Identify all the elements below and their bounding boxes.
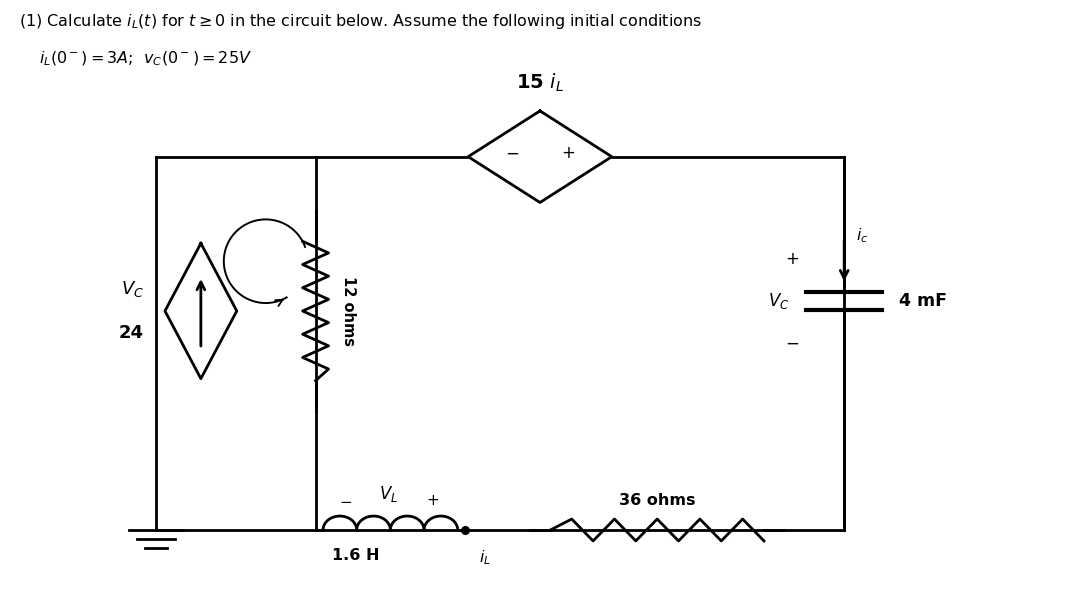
- Text: $+$: $+$: [561, 144, 575, 162]
- Text: 4 mF: 4 mF: [899, 292, 947, 310]
- Text: $-$: $-$: [505, 144, 519, 162]
- Text: $V_C$: $V_C$: [768, 291, 789, 311]
- Text: $+$: $+$: [785, 250, 800, 268]
- Text: $i_c$: $i_c$: [856, 226, 869, 245]
- Text: $-$: $-$: [785, 334, 800, 352]
- Text: $V_C$: $V_C$: [121, 279, 144, 299]
- Text: 36 ohms: 36 ohms: [620, 493, 695, 508]
- Text: 1.6 H: 1.6 H: [331, 548, 379, 563]
- Text: 24: 24: [119, 324, 144, 342]
- Text: $V_L$: $V_L$: [379, 484, 398, 504]
- Text: (1) Calculate $i_L(t)$ for $t \geq 0$ in the circuit below. Assume the following: (1) Calculate $i_L(t)$ for $t \geq 0$ in…: [19, 12, 703, 31]
- Text: $+$: $+$: [426, 493, 439, 508]
- Text: $-$: $-$: [339, 493, 353, 508]
- Text: 15 $i_L$: 15 $i_L$: [515, 71, 564, 94]
- Text: $i_L(0^-) = 3A$;  $v_C(0^-) = 25V$: $i_L(0^-) = 3A$; $v_C(0^-) = 25V$: [39, 49, 252, 68]
- Text: 12 ohms: 12 ohms: [341, 276, 356, 346]
- Text: $i_L$: $i_L$: [479, 548, 491, 567]
